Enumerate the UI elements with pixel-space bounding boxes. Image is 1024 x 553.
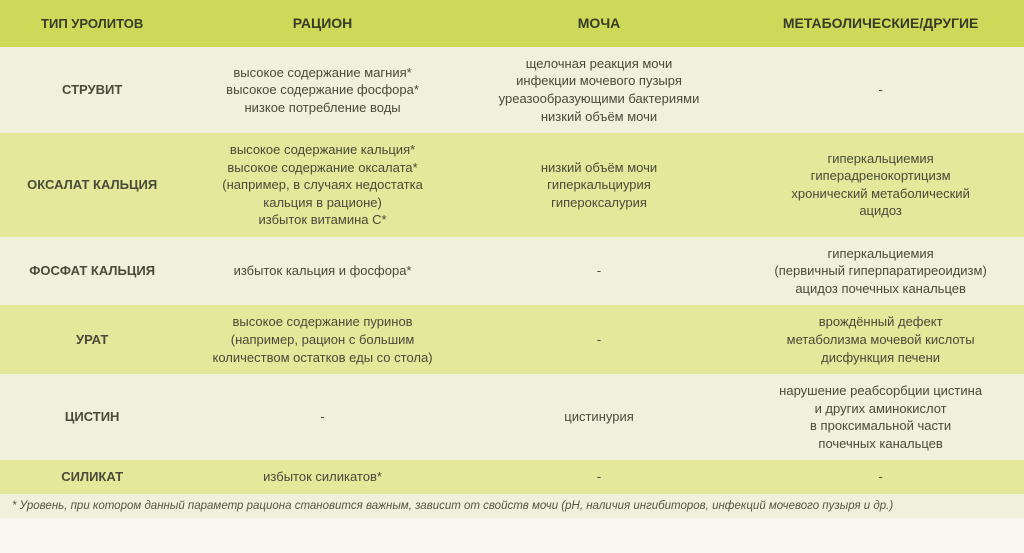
cell-text: (первичный гиперпаратиреоидизм)	[774, 262, 986, 280]
cell-text: избыток силикатов*	[263, 468, 382, 486]
urolith-table: ТИП УРОЛИТОВ РАЦИОН МОЧА МЕТАБОЛИЧЕСКИЕ/…	[0, 0, 1024, 553]
cell-text: -	[878, 468, 882, 486]
row-type: СТРУВИТ	[0, 47, 184, 133]
cell-text: метаболизма мочевой кислоты	[787, 331, 975, 349]
row-urine: -	[461, 460, 737, 494]
cell-text: гиперадренокортицизм	[811, 167, 951, 185]
cell-text: (например, в случаях недостатка	[222, 176, 423, 194]
cell-text: и других аминокислот	[815, 400, 947, 418]
row-urine: низкий объём мочи гиперкальциурия гиперо…	[461, 133, 737, 237]
cell-text: инфекции мочевого пузыря	[516, 72, 682, 90]
row-metabolic: -	[737, 460, 1024, 494]
table-row: СИЛИКАТ избыток силикатов* - -	[0, 460, 1024, 494]
cell-text: гиперкальциемия	[827, 245, 933, 263]
cell-text: врождённый дефект	[819, 313, 943, 331]
table-row: ЦИСТИН - цистинурия нарушение реабсорбци…	[0, 374, 1024, 460]
cell-text: (например, рацион с большим	[231, 331, 415, 349]
table-header-row: ТИП УРОЛИТОВ РАЦИОН МОЧА МЕТАБОЛИЧЕСКИЕ/…	[0, 0, 1024, 47]
cell-text: хронический метаболический	[791, 185, 969, 203]
row-type: ФОСФАТ КАЛЬЦИЯ	[0, 237, 184, 306]
table-row: ОКСАЛАТ КАЛЬЦИЯ высокое содержание кальц…	[0, 133, 1024, 237]
row-urine: щелочная реакция мочи инфекции мочевого …	[461, 47, 737, 133]
cell-text: -	[597, 468, 601, 486]
cell-text: высокое содержание оксалата*	[227, 159, 417, 177]
cell-text: низкий объём мочи	[541, 159, 657, 177]
row-urine: -	[461, 305, 737, 374]
row-type: СИЛИКАТ	[0, 460, 184, 494]
row-diet: высокое содержание пуринов (например, ра…	[184, 305, 460, 374]
row-type: ОКСАЛАТ КАЛЬЦИЯ	[0, 133, 184, 237]
cell-text: цистинурия	[564, 408, 634, 426]
cell-text: высокое содержание кальция*	[230, 141, 415, 159]
header-urine: МОЧА	[461, 0, 737, 47]
row-metabolic: нарушение реабсорбции цистина и других а…	[737, 374, 1024, 460]
cell-text: -	[597, 262, 601, 280]
cell-text: щелочная реакция мочи	[526, 55, 673, 73]
cell-text: уреазообразующими бактериями	[499, 90, 700, 108]
cell-text: гиперкальциурия	[547, 176, 651, 194]
cell-text: высокое содержание магния*	[233, 64, 411, 82]
row-urine: -	[461, 237, 737, 306]
cell-text: низкий объём мочи	[541, 108, 657, 126]
row-metabolic: гиперкальциемия (первичный гиперпаратире…	[737, 237, 1024, 306]
footnote: * Уровень, при котором данный параметр р…	[0, 494, 1024, 518]
cell-text: почечных канальцев	[818, 435, 942, 453]
cell-text: ацидоз	[859, 202, 902, 220]
cell-text: высокое содержание пуринов	[233, 313, 413, 331]
row-metabolic: врождённый дефект метаболизма мочевой ки…	[737, 305, 1024, 374]
table-row: УРАТ высокое содержание пуринов (наприме…	[0, 305, 1024, 374]
cell-text: кальция в рационе)	[263, 194, 382, 212]
table-row: ФОСФАТ КАЛЬЦИЯ избыток кальция и фосфора…	[0, 237, 1024, 306]
row-diet: -	[184, 374, 460, 460]
cell-text: дисфункция печени	[821, 349, 940, 367]
cell-text: избыток кальция и фосфора*	[234, 262, 412, 280]
row-metabolic: гиперкальциемия гиперадренокортицизм хро…	[737, 133, 1024, 237]
cell-text: высокое содержание фосфора*	[226, 81, 419, 99]
cell-text: ацидоз почечных канальцев	[795, 280, 966, 298]
cell-text: -	[878, 81, 882, 99]
row-metabolic: -	[737, 47, 1024, 133]
cell-text: количеством остатков еды со стола)	[213, 349, 433, 367]
row-diet: высокое содержание магния* высокое содер…	[184, 47, 460, 133]
cell-text: низкое потребление воды	[244, 99, 400, 117]
cell-text: гипероксалурия	[551, 194, 647, 212]
table-row: СТРУВИТ высокое содержание магния* высок…	[0, 47, 1024, 133]
header-metabolic: МЕТАБОЛИЧЕСКИЕ/ДРУГИЕ	[737, 0, 1024, 47]
cell-text: избыток витамина С*	[259, 211, 387, 229]
header-diet: РАЦИОН	[184, 0, 460, 47]
cell-text: -	[597, 331, 601, 349]
row-diet: избыток кальция и фосфора*	[184, 237, 460, 306]
cell-text: гиперкальциемия	[827, 150, 933, 168]
cell-text: нарушение реабсорбции цистина	[779, 382, 982, 400]
cell-text: в проксимальной части	[810, 417, 951, 435]
row-type: ЦИСТИН	[0, 374, 184, 460]
row-diet: избыток силикатов*	[184, 460, 460, 494]
row-urine: цистинурия	[461, 374, 737, 460]
row-type: УРАТ	[0, 305, 184, 374]
cell-text: -	[320, 408, 324, 426]
header-type: ТИП УРОЛИТОВ	[0, 0, 184, 47]
row-diet: высокое содержание кальция* высокое соде…	[184, 133, 460, 237]
